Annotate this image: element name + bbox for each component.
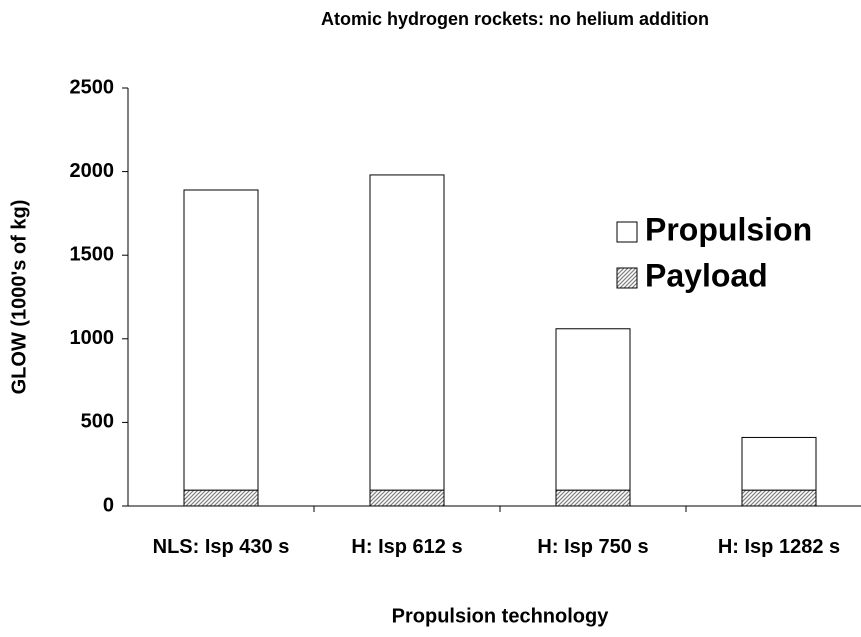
legend-swatch — [616, 267, 638, 289]
bar-segment — [741, 489, 817, 507]
legend-swatch — [616, 221, 638, 243]
y-tick-label: 2500 — [70, 76, 115, 98]
x-tick-label: H: Isp 1282 s — [717, 536, 841, 558]
bar-segment — [183, 189, 259, 491]
bar-segment — [369, 489, 445, 507]
bar-segment — [555, 489, 631, 507]
x-axis-title: Propulsion technology — [392, 605, 610, 627]
x-tick-label: H: Isp 750 s — [537, 536, 649, 558]
bar-segment — [369, 174, 445, 491]
chart-title: Atomic hydrogen rockets: no helium addit… — [321, 9, 709, 29]
bar-segment — [555, 328, 631, 491]
legend-label: Payload — [645, 257, 768, 293]
y-tick-label: 500 — [81, 411, 114, 433]
y-tick-label: 1500 — [70, 243, 115, 265]
x-tick-label: NLS: Isp 430 s — [152, 536, 290, 558]
y-tick-label: 0 — [103, 494, 114, 516]
legend-label: Propulsion — [645, 211, 812, 247]
bar-segment — [741, 436, 817, 491]
y-tick-label: 1000 — [70, 327, 115, 349]
y-axis-title: GLOW (1000's of kg) — [8, 200, 30, 395]
bar-segment — [183, 489, 259, 507]
y-tick-label: 2000 — [70, 160, 115, 182]
x-tick-label: H: Isp 612 s — [351, 536, 463, 558]
